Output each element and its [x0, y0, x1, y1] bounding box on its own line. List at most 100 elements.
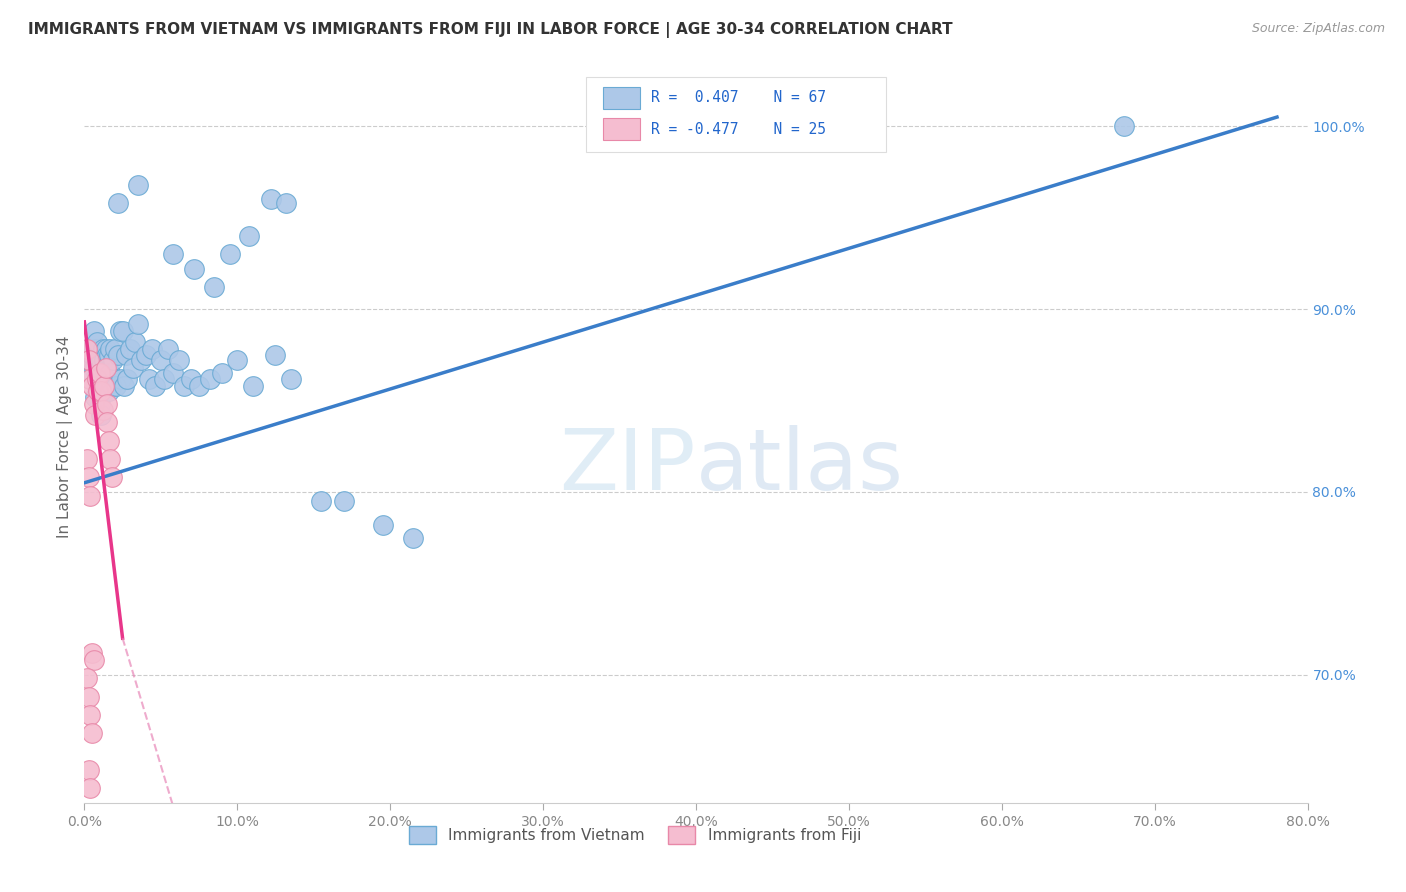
Point: [333, 494, 356, 508]
Point: [89, 366, 111, 380]
Text: R =  0.407    N = 67: R = 0.407 N = 67: [651, 90, 825, 105]
Point: [80, 348, 103, 362]
Point: [96, 348, 118, 362]
Point: [91, 402, 114, 417]
Point: [83, 653, 105, 667]
Point: [76, 343, 98, 357]
Point: [114, 348, 136, 362]
Point: [86, 366, 108, 380]
Point: [115, 371, 138, 385]
Text: ZIP: ZIP: [560, 425, 696, 508]
Point: [135, 348, 157, 362]
Point: [120, 343, 142, 357]
Point: [84, 390, 107, 404]
Point: [80, 379, 103, 393]
Point: [86, 334, 108, 349]
Point: [83, 360, 105, 375]
Point: [112, 379, 135, 393]
Point: [238, 228, 260, 243]
Point: [89, 397, 111, 411]
Point: [97, 384, 120, 399]
Point: [94, 371, 117, 385]
Point: [371, 517, 394, 532]
Point: [77, 470, 100, 484]
Point: [143, 379, 166, 393]
Point: [188, 379, 211, 393]
Point: [84, 408, 107, 422]
Point: [93, 353, 115, 368]
Point: [83, 397, 105, 411]
Point: [105, 379, 128, 393]
Text: IMMIGRANTS FROM VIETNAM VS IMMIGRANTS FROM FIJI IN LABOR FORCE | AGE 30-34 CORRE: IMMIGRANTS FROM VIETNAM VS IMMIGRANTS FR…: [28, 22, 953, 38]
Point: [79, 781, 101, 796]
Point: [94, 343, 117, 357]
Point: [98, 343, 121, 357]
Point: [101, 379, 124, 393]
Point: [260, 192, 283, 206]
Point: [84, 343, 107, 357]
Point: [276, 196, 298, 211]
Point: [141, 343, 163, 357]
Point: [76, 672, 98, 686]
Point: [107, 348, 129, 362]
Point: [122, 360, 145, 375]
Point: [280, 371, 302, 385]
Point: [153, 371, 176, 385]
Point: [127, 178, 149, 192]
Legend: Immigrants from Vietnam, Immigrants from Fiji: Immigrants from Vietnam, Immigrants from…: [402, 820, 868, 850]
Point: [1114, 119, 1136, 133]
Point: [87, 379, 110, 393]
Point: [226, 353, 249, 368]
Point: [96, 416, 118, 430]
Point: [94, 360, 117, 375]
Point: [77, 763, 100, 777]
Point: [96, 379, 118, 393]
Point: [162, 366, 184, 380]
Point: [96, 397, 118, 411]
Point: [311, 494, 333, 508]
Text: atlas: atlas: [696, 425, 904, 508]
Text: Source: ZipAtlas.com: Source: ZipAtlas.com: [1251, 22, 1385, 36]
Point: [80, 726, 103, 740]
Point: [79, 708, 101, 723]
Point: [183, 261, 205, 276]
Point: [173, 379, 195, 393]
Point: [76, 452, 98, 467]
Point: [218, 247, 240, 261]
FancyBboxPatch shape: [586, 78, 886, 152]
Point: [91, 371, 114, 385]
Point: [93, 379, 115, 393]
Point: [77, 353, 100, 368]
Point: [202, 280, 225, 294]
Point: [138, 371, 160, 385]
Point: [80, 646, 103, 660]
FancyBboxPatch shape: [603, 118, 640, 140]
Point: [198, 371, 221, 385]
Point: [98, 452, 121, 467]
Point: [77, 690, 100, 704]
Point: [79, 371, 101, 385]
Point: [104, 343, 127, 357]
Point: [87, 384, 110, 399]
Point: [129, 353, 152, 368]
Point: [90, 408, 112, 422]
Point: [157, 343, 180, 357]
Point: [98, 366, 121, 380]
Point: [76, 357, 98, 371]
Text: R = -0.477    N = 25: R = -0.477 N = 25: [651, 121, 825, 136]
Point: [111, 324, 134, 338]
Point: [264, 348, 287, 362]
Point: [86, 371, 108, 385]
Y-axis label: In Labor Force | Age 30-34: In Labor Force | Age 30-34: [58, 335, 73, 539]
FancyBboxPatch shape: [603, 87, 640, 109]
Point: [97, 434, 120, 448]
Point: [110, 371, 132, 385]
Point: [402, 531, 425, 545]
Point: [108, 324, 131, 338]
Point: [162, 247, 184, 261]
Point: [127, 317, 149, 331]
Point: [89, 360, 111, 375]
Point: [97, 348, 120, 362]
Point: [83, 324, 105, 338]
Point: [167, 353, 190, 368]
